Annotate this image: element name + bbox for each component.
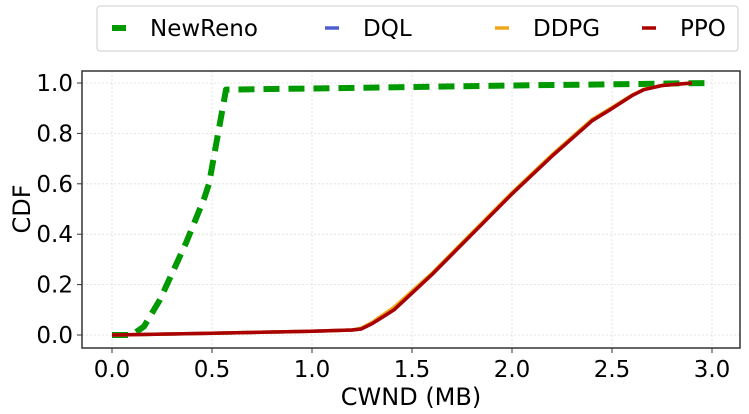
legend-label: NewReno <box>150 16 258 42</box>
x-tick-label: 1.5 <box>394 357 431 383</box>
series-line-ppo <box>111 81 693 337</box>
x-tick-label: 2.0 <box>494 357 531 383</box>
x-tick-label: 0.0 <box>94 357 131 383</box>
y-tick-label: 0.4 <box>36 222 73 248</box>
legend-item-ppo: PPO <box>642 16 726 42</box>
legend-box <box>96 5 739 52</box>
series-group <box>111 80 713 338</box>
y-tick-label: 0.8 <box>36 121 73 147</box>
x-tick-label: 3.0 <box>694 357 731 383</box>
series-line-newreno <box>112 80 713 338</box>
legend: NewReno DQL DDPG PPO <box>96 5 739 52</box>
y-axis-label: CDF <box>8 184 36 233</box>
legend-label: DQL <box>363 16 412 42</box>
y-tick-label: 0.0 <box>36 323 73 349</box>
legend-item-dql: DQL <box>325 16 412 42</box>
y-tick-label: 0.2 <box>36 273 73 299</box>
x-axis-label: CWND (MB) <box>341 383 481 411</box>
y-tick-label: 0.6 <box>36 172 73 198</box>
x-tick-label: 2.5 <box>594 357 631 383</box>
grid <box>82 71 740 348</box>
legend-label: DDPG <box>533 16 600 42</box>
plot-frame <box>81 70 741 349</box>
y-tick-label: 1.0 <box>36 71 73 97</box>
legend-label: PPO <box>680 16 726 42</box>
legend-item-newreno: NewReno <box>112 16 258 42</box>
x-tick-label: 1.0 <box>294 357 331 383</box>
legend-item-ddpg: DDPG <box>495 16 600 42</box>
x-tick-label: 0.5 <box>194 357 231 383</box>
x-axis: 0.0 0.5 1.0 1.5 2.0 2.5 3.0 <box>94 348 731 383</box>
y-axis: 0.0 0.2 0.4 0.6 0.8 1.0 <box>36 71 82 349</box>
